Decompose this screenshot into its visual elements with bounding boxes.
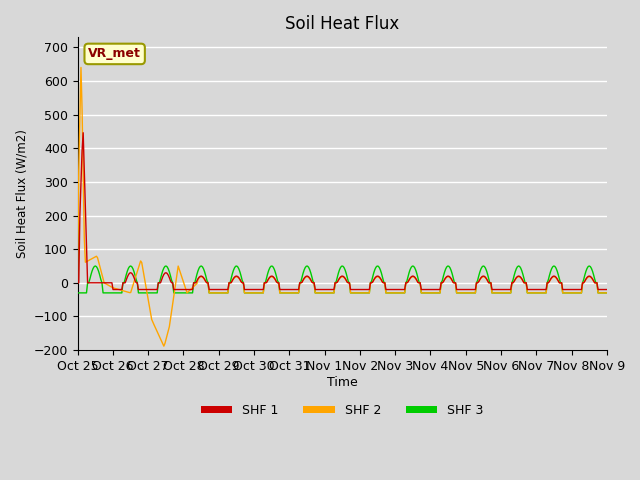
Text: VR_met: VR_met bbox=[88, 48, 141, 60]
Title: Soil Heat Flux: Soil Heat Flux bbox=[285, 15, 399, 33]
X-axis label: Time: Time bbox=[327, 375, 358, 388]
Legend: SHF 1, SHF 2, SHF 3: SHF 1, SHF 2, SHF 3 bbox=[196, 399, 489, 422]
Y-axis label: Soil Heat Flux (W/m2): Soil Heat Flux (W/m2) bbox=[15, 129, 28, 258]
